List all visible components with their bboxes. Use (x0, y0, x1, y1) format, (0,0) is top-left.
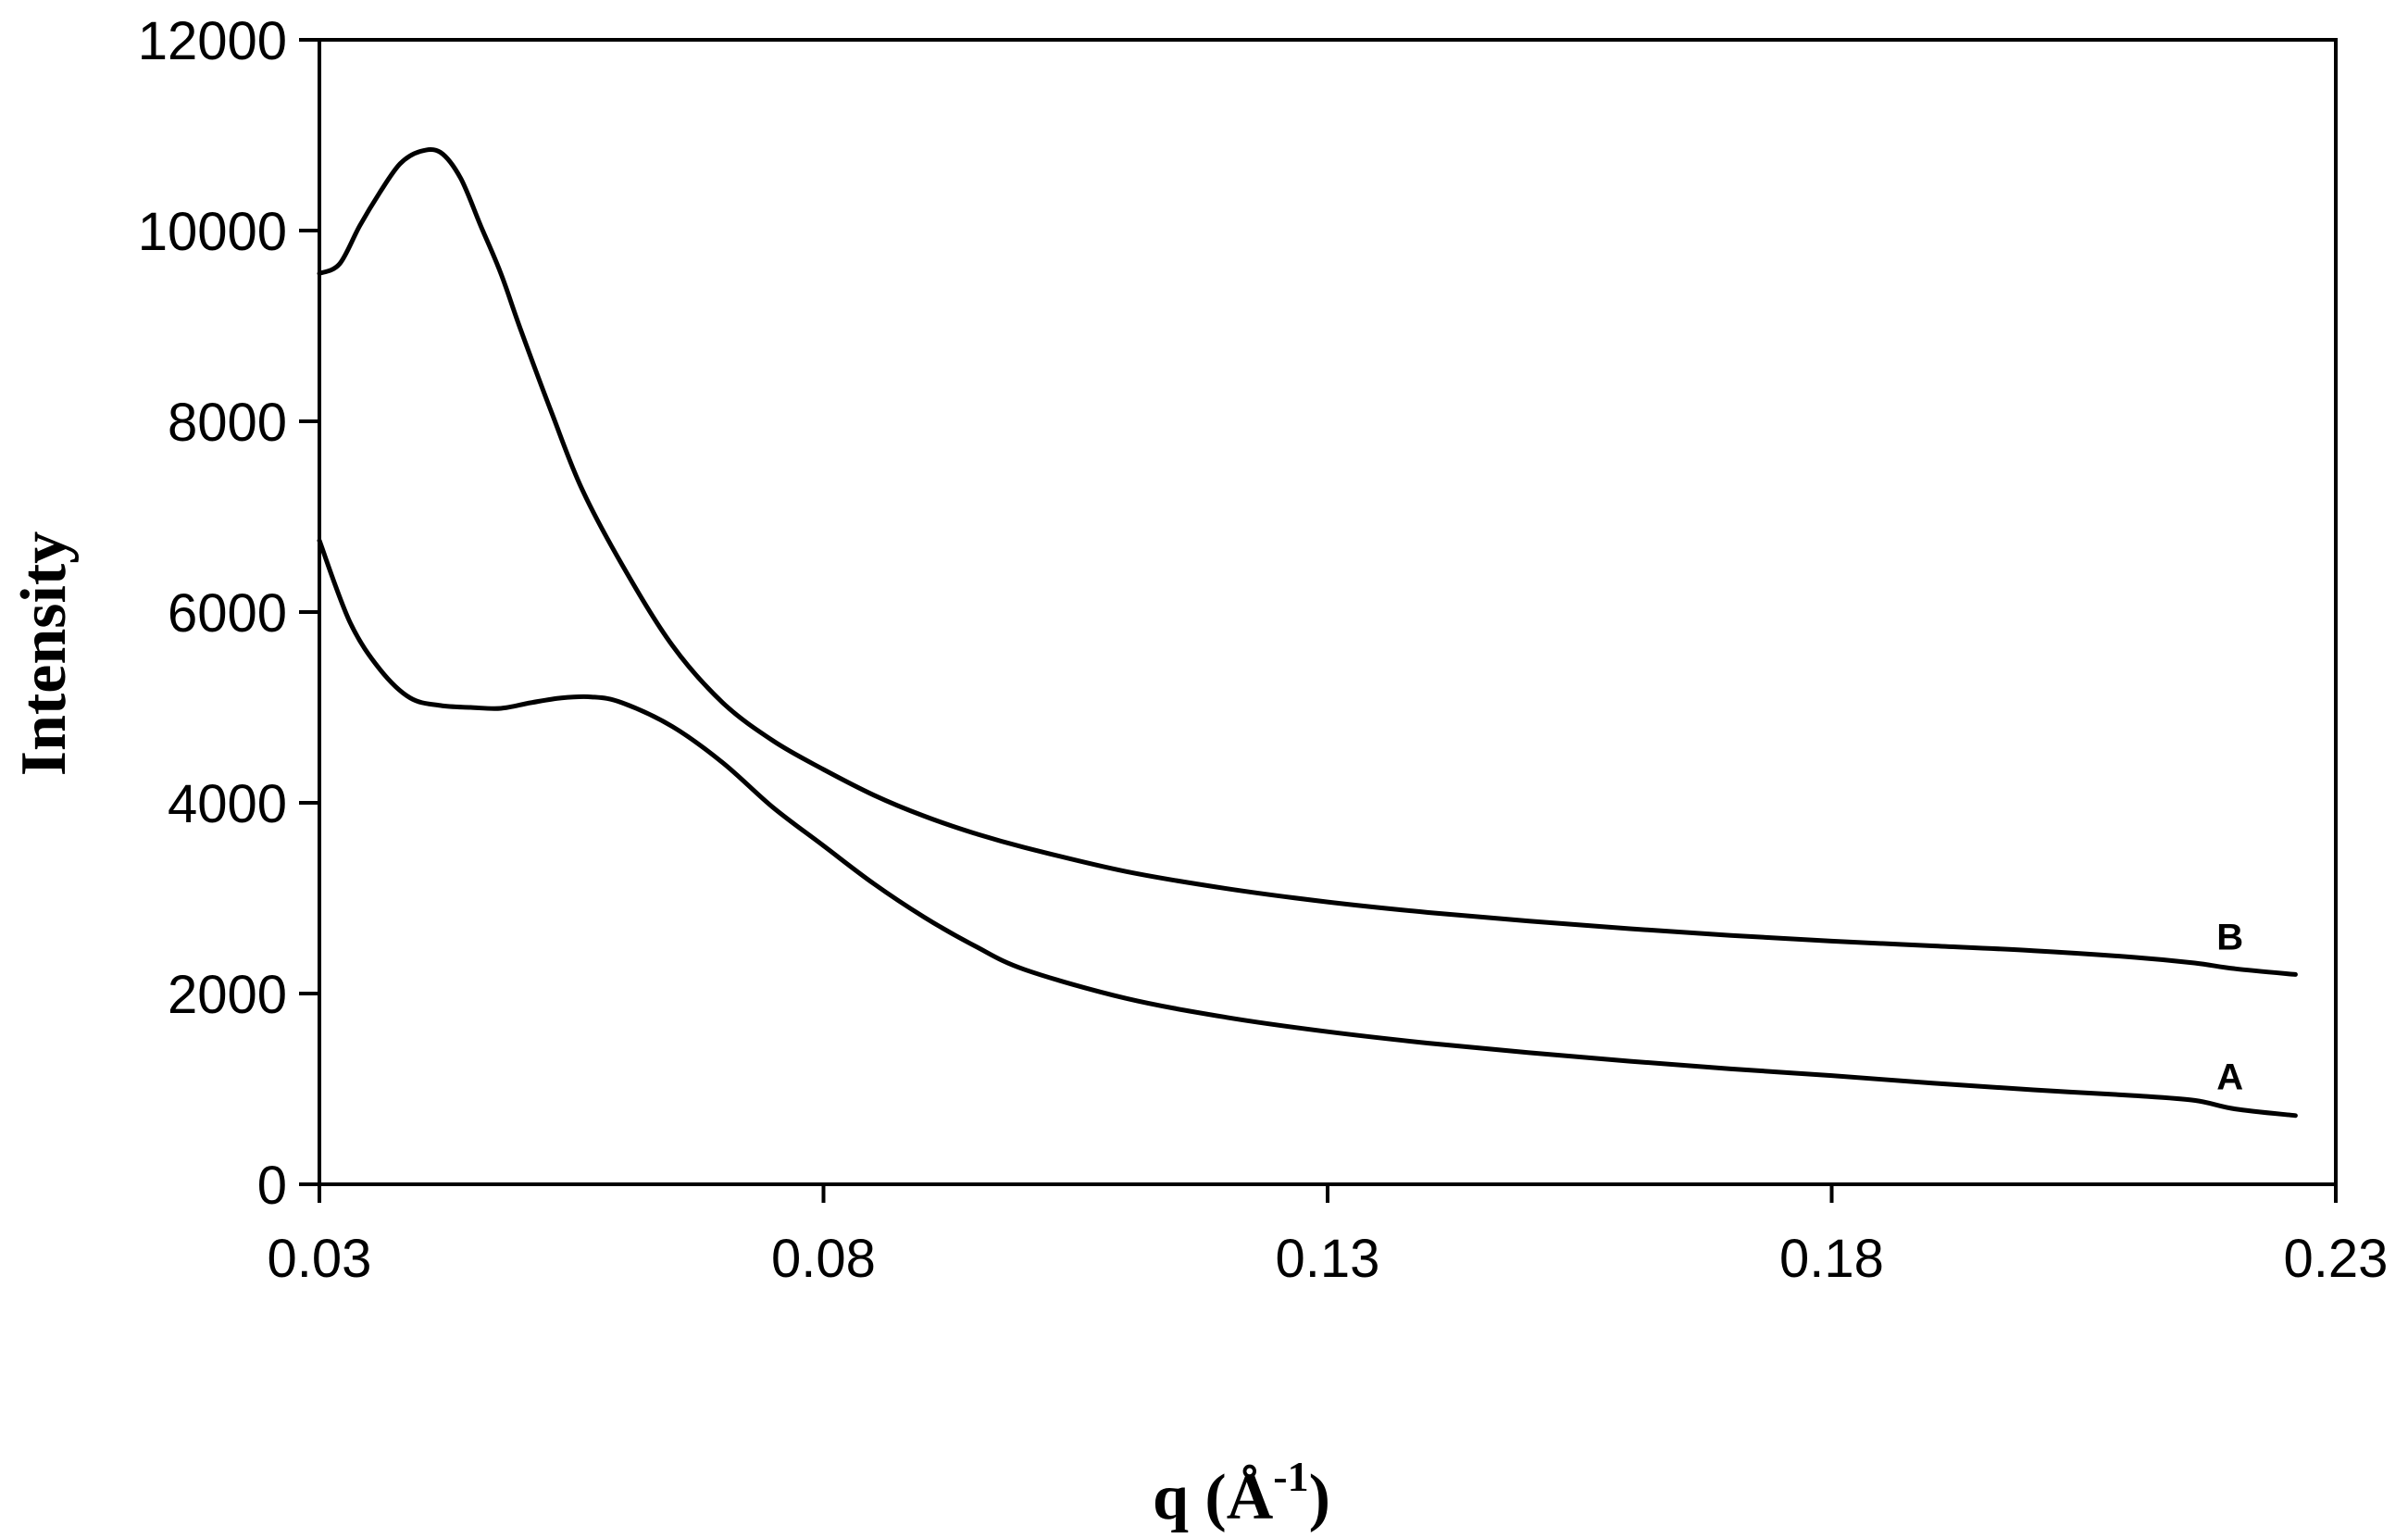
series-label-b: B (2216, 917, 2243, 957)
series-layer (317, 146, 2298, 1119)
y-tick-label: 12000 (138, 11, 287, 71)
y-tick-label: 8000 (168, 393, 287, 453)
plot-frame (318, 38, 2338, 1186)
x-tick-label: 0.03 (268, 1229, 372, 1289)
x-axis: 0.03 0.08 0.13 0.18 0.23 (268, 1184, 2389, 1289)
x-axis-title-superscript: -1 (1273, 1453, 1308, 1500)
y-tick-label: 6000 (168, 583, 287, 644)
x-axis-title: q (Å-1) (1153, 1453, 1330, 1533)
x-axis-title-main: q (Å (1153, 1462, 1274, 1533)
series-labels: AB (2216, 917, 2243, 1097)
x-axis-title-close: ) (1309, 1462, 1330, 1533)
series-line-b (317, 146, 2298, 977)
y-axis: 0 2000 4000 6000 8000 10000 12000 (138, 11, 319, 1216)
y-tick-label: 0 (257, 1156, 287, 1216)
series-label-a: A (2216, 1057, 2243, 1097)
y-tick-label: 2000 (168, 965, 287, 1025)
x-tick-label: 0.08 (771, 1229, 876, 1289)
x-tick-label: 0.18 (1779, 1229, 1884, 1289)
x-tick-label: 0.23 (2284, 1229, 2389, 1289)
x-tick-label: 0.13 (1276, 1229, 1380, 1289)
y-tick-label: 10000 (138, 202, 287, 262)
y-axis-title: Intensity (8, 531, 80, 776)
series-line-a (317, 538, 2298, 1119)
y-tick-label: 4000 (168, 774, 287, 834)
